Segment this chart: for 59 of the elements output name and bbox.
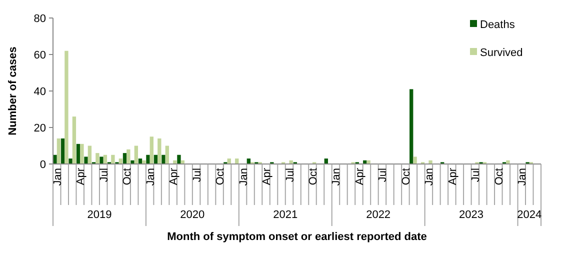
bar (56, 138, 61, 164)
x-tick-label: Apr (354, 168, 366, 186)
bar (100, 156, 104, 164)
x-tick-label: Jan (424, 168, 436, 186)
text: 2021 (273, 209, 298, 221)
bar (177, 154, 181, 164)
x-tick-label: Apr (168, 168, 180, 186)
bar (413, 156, 417, 164)
legend-label: Survived (480, 46, 523, 59)
x-tick-label: Jul (98, 168, 110, 182)
x-tick-label: Jan (144, 168, 157, 186)
bar (68, 158, 72, 164)
y-tick-label: 20 (34, 122, 46, 134)
bar (111, 154, 115, 164)
bar (158, 138, 162, 164)
x-tick-label: Apr (261, 168, 274, 186)
bar (84, 156, 88, 164)
x-tick-label: Oct (400, 168, 412, 186)
bar (88, 146, 92, 164)
x-tick-label: Apr (75, 168, 88, 186)
bar (146, 154, 150, 164)
bar (162, 154, 166, 164)
x-tick-label: Jan (52, 168, 64, 186)
x-tick-label: Jul (284, 168, 296, 182)
x-tick-label: Jan (516, 168, 529, 186)
x-axis-title: Month of symptom onset or earliest reported date (167, 231, 427, 243)
x-tick-label: Jul (470, 168, 482, 182)
bar (134, 146, 138, 164)
y-tick-label: 40 (34, 86, 46, 98)
x-tick-label: Jul (377, 168, 390, 182)
x-tick-label: Oct (214, 168, 227, 186)
text: 2019 (87, 209, 112, 221)
y-tick-label: 80 (34, 12, 46, 25)
legend-label: Deaths (480, 18, 516, 31)
bar (80, 144, 84, 164)
text: 2023 (459, 209, 484, 221)
text: 2022 (366, 209, 391, 221)
bar (122, 153, 127, 164)
text: 2020 (180, 209, 205, 221)
bar (60, 138, 65, 164)
y-tick-label: 60 (34, 49, 46, 62)
y-axis-title: Number of cases (7, 46, 19, 136)
y-tick-label: 0 (40, 158, 46, 171)
x-tick-label: Jan (330, 168, 343, 186)
bar (64, 50, 68, 164)
bar (150, 136, 154, 164)
bar (126, 149, 130, 164)
text: 2024 (517, 209, 542, 221)
bar (165, 146, 169, 164)
bar (72, 116, 76, 164)
bar (96, 153, 100, 164)
x-tick-label: Apr (446, 168, 459, 186)
bar (410, 89, 414, 164)
x-tick-label: Oct (307, 168, 320, 186)
x-tick-label: Oct (122, 168, 134, 186)
x-tick-label: Jan (238, 168, 250, 186)
bar (76, 144, 80, 164)
x-tick-label: Oct (493, 168, 506, 186)
x-tick-label: Jul (191, 168, 204, 182)
